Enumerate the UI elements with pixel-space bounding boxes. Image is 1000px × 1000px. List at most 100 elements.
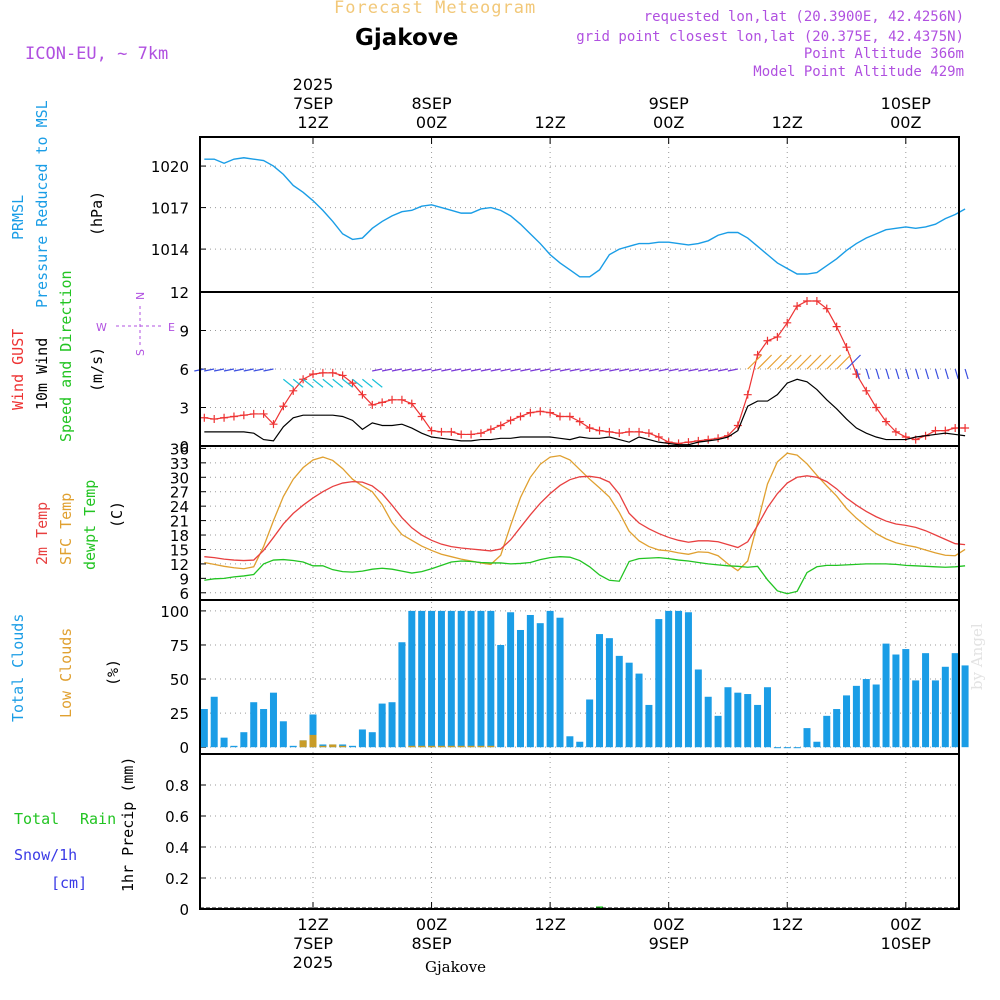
- total-cloud-bar: [813, 741, 821, 748]
- total-cloud-bar: [605, 638, 613, 748]
- gust-point: [417, 412, 426, 421]
- gust-point: [318, 368, 327, 377]
- total-cloud-bar: [783, 747, 791, 749]
- total-cloud-bar: [724, 687, 732, 748]
- wind-direction-arrow: [964, 368, 969, 380]
- total-cloud-bar: [803, 728, 811, 748]
- total-cloud-bar: [645, 704, 653, 748]
- total-cloud-bar: [744, 694, 752, 748]
- gust-point: [526, 408, 535, 417]
- gust-point: [516, 412, 525, 421]
- gust-point: [704, 435, 713, 444]
- panel-5-ytick-label: 0.2: [165, 870, 189, 888]
- gust-point: [595, 426, 604, 435]
- gust-point: [210, 415, 219, 424]
- panel-2-ytick-label: 12: [170, 284, 189, 302]
- low-cloud-bar: [408, 745, 416, 748]
- total-cloud-bar: [694, 669, 702, 748]
- total-cloud-bar: [536, 623, 544, 748]
- gust-point: [338, 371, 347, 380]
- gust-point: [832, 322, 841, 331]
- wind-direction-arrow: [332, 378, 344, 388]
- total-cloud-bar: [852, 685, 860, 748]
- total-cloud-bar: [763, 687, 771, 748]
- low-cloud-bar: [319, 745, 327, 748]
- gust-point: [348, 379, 357, 388]
- panel-3-ytick-label: 9: [179, 570, 189, 588]
- wind-direction-arrow: [480, 368, 491, 372]
- total-cloud-bar: [704, 696, 712, 748]
- panel-3-ytick-label: 6: [179, 585, 189, 603]
- wind-direction-arrow: [668, 368, 679, 372]
- gust-point: [368, 400, 377, 409]
- wind-direction-arrow: [855, 368, 860, 380]
- panel-5-ytick-label: 0.8: [165, 777, 189, 795]
- gust-point: [220, 413, 229, 422]
- gust-line: [204, 300, 966, 445]
- wind-direction-arrow: [372, 368, 383, 372]
- wind-direction-arrow: [846, 354, 861, 370]
- wind-direction-arrow: [786, 354, 802, 370]
- wind-direction-arrow: [727, 368, 738, 372]
- total-cloud-bar: [872, 684, 880, 748]
- p5-label-rain: Rain: [80, 810, 117, 828]
- wind-direction-arrow: [707, 368, 719, 372]
- wind-direction-arrow: [490, 368, 501, 372]
- meteogram-title: Forecast Meteogram: [334, 0, 537, 18]
- gust-point: [506, 416, 515, 425]
- total-cloud-bar: [793, 747, 801, 749]
- gust-point: [437, 427, 446, 436]
- panel-3-ytick-label: 36: [170, 440, 189, 458]
- gust-point: [407, 399, 416, 408]
- gust-point: [862, 386, 871, 395]
- top-time-label: 00Z: [890, 113, 921, 132]
- wind-direction-arrow: [302, 378, 314, 388]
- total-cloud-bar: [546, 610, 554, 748]
- wind-direction-arrow: [549, 368, 561, 372]
- total-cloud-bar: [477, 610, 485, 748]
- top-time-label: 12Z: [297, 113, 328, 132]
- gust-point: [585, 424, 594, 433]
- total-cloud-bar: [754, 704, 762, 748]
- wind-direction-arrow: [638, 368, 650, 372]
- bottom-time-label: 00Z: [890, 915, 921, 934]
- wind-direction-arrow: [678, 368, 689, 372]
- wind-direction-arrow: [934, 368, 940, 380]
- low-cloud-bar: [467, 745, 475, 748]
- wind-line: [204, 378, 966, 446]
- wind-direction-arrow: [451, 368, 462, 372]
- total-cloud-bar: [516, 629, 524, 748]
- wind-direction-arrow: [836, 354, 852, 370]
- total-cloud-bar: [220, 737, 228, 748]
- total-cloud-bar: [388, 702, 396, 748]
- bottom-time-label: 12Z: [534, 915, 565, 934]
- gust-point: [229, 412, 238, 421]
- wind-direction-arrow: [619, 368, 630, 372]
- gust-point: [309, 370, 317, 379]
- total-cloud-bar: [358, 729, 366, 748]
- total-cloud-bar: [260, 709, 268, 748]
- total-cloud-bar: [862, 679, 870, 748]
- wind-direction-arrow: [698, 368, 709, 372]
- gust-point: [882, 417, 891, 426]
- bottom-time-label: 10SEP: [881, 934, 932, 953]
- pressure-line: [204, 157, 966, 278]
- total-cloud-bar: [596, 634, 604, 748]
- total-cloud-bar: [230, 745, 238, 748]
- panel-5-ytick-label: 0: [179, 901, 189, 919]
- rain-bar: [596, 906, 604, 909]
- total-cloud-bar: [823, 715, 831, 748]
- wind-direction-arrow: [875, 368, 880, 380]
- panel-1-ytick-label: 1014: [151, 241, 189, 259]
- wind-direction-arrow: [747, 354, 763, 370]
- gust-point: [961, 424, 970, 433]
- gust-point: [644, 429, 653, 438]
- panel-4-ytick-label: 75: [170, 637, 189, 655]
- panel-4-ytick-label: 0: [179, 739, 189, 757]
- point-altitude: Point Altitude 366m: [803, 46, 964, 62]
- low-cloud-bar: [437, 745, 445, 748]
- panel-3-ytick-label: 18: [170, 527, 189, 545]
- wind-direction-arrow: [944, 368, 949, 380]
- wind-direction-arrow: [233, 368, 244, 372]
- footer-location: Gjakove: [425, 958, 487, 976]
